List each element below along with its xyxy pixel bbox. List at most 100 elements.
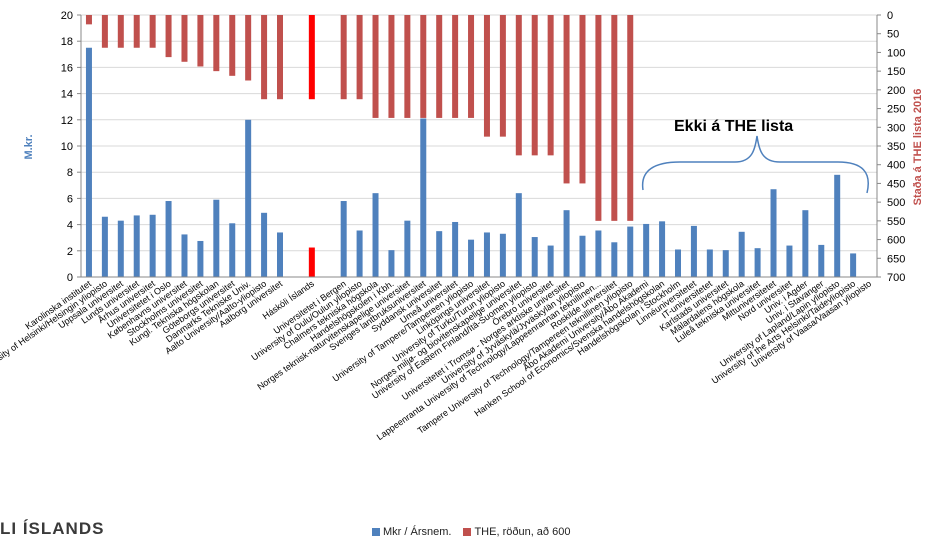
mkr-bar [277,232,283,277]
mkr-bar [388,250,395,277]
right-tick-label: 250 [887,104,905,116]
left-tick-label: 10 [61,141,73,153]
left-tick-label: 20 [61,10,73,22]
the-bar [133,15,140,48]
the-bar [229,15,236,76]
mkr-bar [404,220,411,277]
y-axis-label-right: Staða á THE lista 2016 [912,89,924,206]
legend-item-mkr: Mkr / Ársnem. [372,526,451,538]
annotation-bracket [641,135,869,194]
right-tick-label: 0 [887,10,893,22]
mkr-bar [197,240,204,277]
right-tick-label: 400 [887,160,905,172]
the-bar [468,15,475,118]
the-bar [165,15,172,58]
logo-text: LI ÍSLANDS [0,519,105,538]
mkr-bar [754,248,761,277]
the-bar [277,15,283,100]
mkr-bar [515,193,522,277]
mkr-bar [356,230,363,277]
mkr-bar [165,201,172,277]
mkr-bar [531,237,538,277]
right-tick-label: 550 [887,216,905,228]
right-tick-label: 500 [887,197,905,209]
mkr-bar [770,189,777,277]
right-tick-labels: 0 50 100 150 200 250 300 350 400 450 500 550 600 650 7… [877,10,905,284]
right-tick-label: 600 [887,235,905,247]
the-bar [261,15,268,100]
mkr-bar [452,221,459,277]
mkr-bar [850,253,857,277]
right-tick-label: 650 [887,253,905,265]
left-tick-label: 8 [67,167,73,179]
mkr-bar [229,223,236,277]
the-bar [388,15,395,118]
mkr-bar [308,247,315,277]
category-label: University of Helsinki/Helsingin yliopis… [0,278,109,377]
mkr-bar [595,230,602,277]
mkr-bar [722,250,729,277]
mkr-bar [420,118,427,278]
mkr-bar [643,223,650,277]
mkr-bar [483,232,490,277]
mkr-bar [436,231,443,277]
left-tick-label: 2 [67,246,73,258]
the-bar [579,15,586,184]
mkr-bar [547,245,554,277]
legend-label-the: THE, röðun, að 600 [474,526,571,538]
the-bar [245,15,252,81]
the-bar [101,15,108,48]
the-bar [197,15,204,67]
mkr-bar [627,226,634,277]
the-bar [436,15,443,118]
mkr-bar [372,193,379,277]
the-bar [499,15,506,137]
right-tick-label: 300 [887,122,905,134]
the-bar [308,15,315,100]
mkr-series-bars [85,47,857,278]
mkr-bar [245,119,252,277]
left-tick-label: 18 [61,36,73,48]
the-bar [149,15,156,48]
mkr-bar [499,233,506,277]
y-axis-label-left: M.kr. [23,134,35,159]
the-bar [356,15,363,100]
right-tick-label: 200 [887,85,905,97]
mkr-bar [579,235,586,277]
the-bar [340,15,347,100]
left-tick-label: 4 [67,220,73,232]
mkr-bar [468,239,475,277]
the-bar [483,15,490,137]
the-bar [547,15,554,156]
the-bar [452,15,459,118]
legend-swatch-mkr [372,528,380,536]
mkr-bar [149,214,156,277]
the-bar [372,15,379,118]
mkr-bar [117,220,124,277]
the-bar [627,15,634,221]
right-tick-label: 50 [887,29,899,41]
the-bar [213,15,220,72]
right-tick-label: 700 [887,272,905,284]
annotation-text: Ekki á THE lista [674,118,793,135]
left-tick-label: 14 [61,89,73,101]
mkr-bar [340,201,347,277]
mkr-bar [738,231,745,277]
mkr-bar [213,199,220,277]
the-bar [595,15,602,221]
the-bar [420,15,427,118]
mkr-bar [133,215,140,277]
the-bar [117,15,124,48]
right-tick-label: 350 [887,141,905,153]
mkr-bar [786,245,793,277]
mkr-bar [706,249,713,277]
the-bar [563,15,570,184]
legend-swatch-the [463,528,472,536]
right-tick-label: 100 [887,47,905,59]
the-series-bars [85,15,634,221]
mkr-bar [85,47,92,277]
mkr-bar [101,216,108,277]
the-bar [404,15,411,118]
left-tick-label: 6 [67,193,73,205]
